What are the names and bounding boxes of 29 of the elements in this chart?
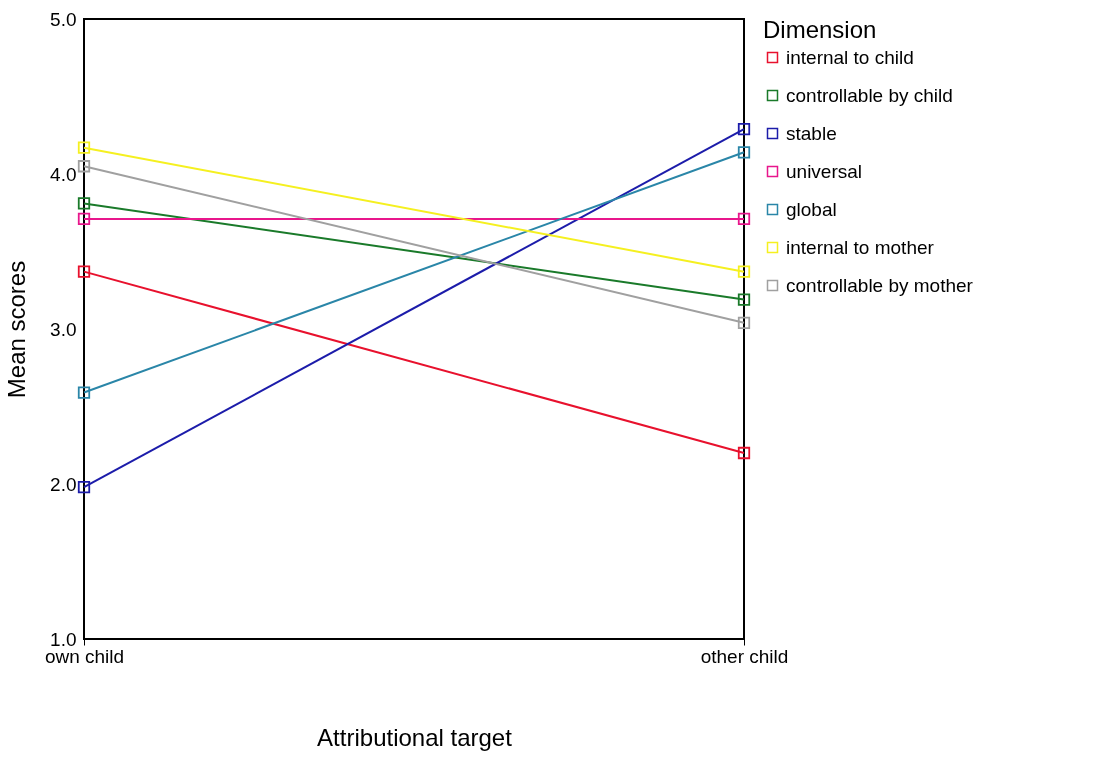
legend-title: Dimension [763,16,877,43]
legend-label: stable [786,122,837,144]
x-axis-title: Attributional target [317,723,513,751]
legend-label: controllable by child [786,84,953,106]
point [77,197,91,210]
point [737,316,751,329]
legend-label: controllable by mother [786,274,974,296]
y-tick-label: 2.0 [50,473,77,495]
point [77,141,91,154]
legend-label: internal to child [786,46,914,68]
legend-label: internal to mother [786,236,935,258]
point [77,265,91,278]
legend-label: universal [786,160,863,182]
point [77,480,91,494]
point [77,212,91,226]
point [737,446,751,460]
point [737,265,751,278]
y-tick-label: 5.0 [50,8,77,30]
y-tick-label: 3.0 [50,318,77,340]
y-tick-label: 4.0 [50,163,77,185]
point [77,386,91,399]
point [737,293,751,306]
legend-label: global [786,198,837,220]
point [77,160,91,173]
x-tick-label: other child [700,645,789,667]
y-axis-title: Mean scores [3,260,31,399]
point [737,212,751,226]
point [737,122,751,136]
point [737,146,751,159]
